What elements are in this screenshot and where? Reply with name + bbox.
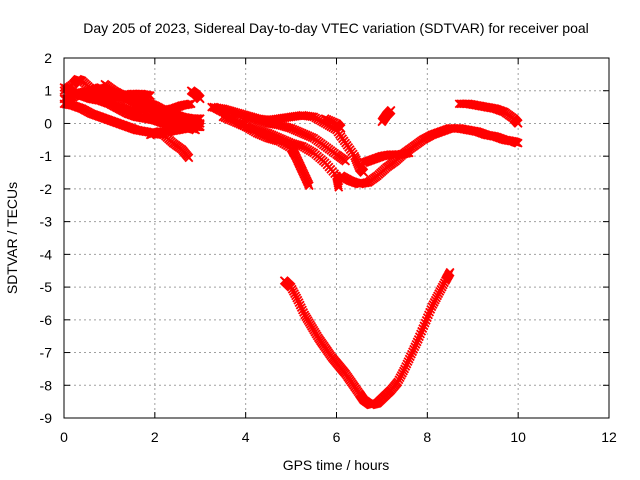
series-track-g xyxy=(82,89,155,102)
x-tick-label: 8 xyxy=(423,429,431,445)
x-axis-label: GPS time / hours xyxy=(283,457,390,473)
y-tick-label: -2 xyxy=(40,181,53,197)
x-tick-label: 4 xyxy=(242,429,250,445)
series-track-q xyxy=(377,105,396,127)
series-track-m xyxy=(241,112,351,166)
y-tick-label: -6 xyxy=(40,312,53,328)
data-point xyxy=(359,168,369,178)
y-tick-label: -3 xyxy=(40,214,53,230)
data-point xyxy=(513,118,523,128)
data-marks xyxy=(59,74,523,410)
y-tick-labels: 2 1 0 -1 -2 -3 -4 -5 -6 -7 -8 -9 xyxy=(40,50,53,426)
series-track-h xyxy=(145,122,205,140)
data-point xyxy=(304,181,314,191)
x-tick-labels: 0 2 4 6 8 10 12 xyxy=(60,429,617,445)
data-point xyxy=(334,182,344,192)
data-point xyxy=(194,114,204,124)
series-track-p xyxy=(359,148,414,168)
y-tick-label: -9 xyxy=(40,410,53,426)
series-track-n xyxy=(320,114,346,133)
y-tick-label: -4 xyxy=(40,246,53,262)
data-point xyxy=(145,91,155,101)
data-point xyxy=(404,148,414,158)
y-axis-label: SDTVAR / TECUs xyxy=(4,182,20,294)
y-tick-label: 1 xyxy=(44,83,52,99)
data-point xyxy=(195,94,205,104)
x-tick-label: 2 xyxy=(151,429,159,445)
x-tick-label: 6 xyxy=(333,429,341,445)
data-point xyxy=(386,105,396,115)
data-point xyxy=(445,267,455,277)
y-tick-label: 2 xyxy=(44,50,52,66)
series-track-r xyxy=(454,99,523,128)
x-tick-label: 0 xyxy=(60,429,68,445)
data-point xyxy=(333,180,343,190)
y-tick-label: -5 xyxy=(40,279,53,295)
series-track-i xyxy=(186,86,205,104)
data-point xyxy=(336,123,346,133)
data-point xyxy=(513,138,523,148)
data-point xyxy=(341,156,351,166)
x-tick-label: 10 xyxy=(510,429,526,445)
data-point xyxy=(184,153,194,163)
plot-frame xyxy=(63,57,610,419)
x-tick-label: 12 xyxy=(601,429,617,445)
chart-title: Day 205 of 2023, Sidereal Day-to-day VTE… xyxy=(83,20,589,36)
y-tick-label: -1 xyxy=(40,148,53,164)
series-track-s xyxy=(279,267,455,410)
data-point xyxy=(195,114,205,124)
y-tick-label: -8 xyxy=(40,377,53,393)
data-point xyxy=(186,99,196,109)
y-tick-label: 0 xyxy=(44,115,52,131)
y-tick-label: -7 xyxy=(40,345,53,361)
data-point xyxy=(195,122,205,132)
series-track-o xyxy=(336,123,523,189)
